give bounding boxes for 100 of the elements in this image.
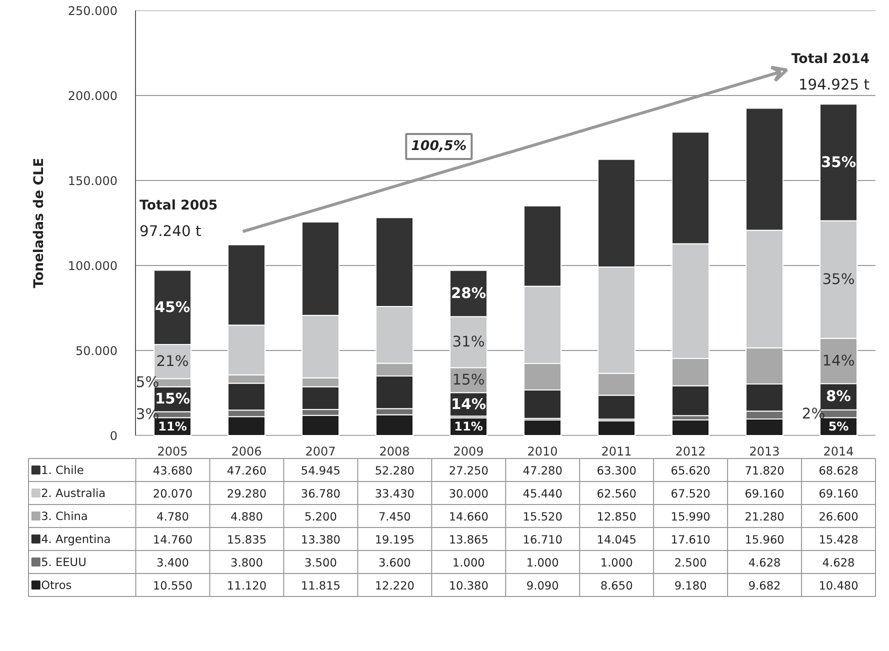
data-label: 1.000 — [600, 556, 633, 570]
data-label: 10.480 — [818, 578, 858, 592]
data-label: 3.400 — [156, 556, 189, 570]
data-label: 30.000 — [448, 486, 488, 500]
x-tick-label: 2005 — [157, 444, 188, 458]
data-label: 54.945 — [300, 464, 341, 478]
annotation: 21% — [156, 353, 189, 370]
annotation: 15% — [452, 372, 485, 389]
data-label: 4.628 — [748, 556, 781, 570]
data-label: 4.628 — [822, 556, 855, 570]
annotation: Total 2014 — [791, 52, 870, 67]
data-label: 27.250 — [448, 464, 488, 478]
legend-label: 4. Argentina — [41, 532, 111, 546]
data-label: 13.865 — [448, 532, 488, 546]
annotation: 5% — [828, 420, 849, 434]
x-tick-label: 2013 — [749, 444, 780, 458]
data-label: 11.120 — [226, 578, 267, 592]
x-tick-label: 2011 — [601, 444, 632, 458]
annotation: 28% — [450, 285, 486, 302]
data-label: 14.660 — [448, 510, 488, 524]
y-tick-label: 100.000 — [68, 259, 118, 273]
data-label: 21.280 — [744, 510, 784, 524]
data-label: 69.160 — [744, 486, 784, 500]
data-label: 15.428 — [818, 532, 858, 546]
annotation: 11% — [158, 420, 187, 434]
data-label: 10.380 — [448, 578, 488, 592]
data-label: 1.000 — [526, 556, 559, 570]
x-tick-label: 2007 — [305, 444, 336, 458]
data-label: 8.650 — [600, 578, 633, 592]
annotation: 11% — [454, 420, 483, 434]
data-label: 9.682 — [748, 578, 781, 592]
annotation: Total 2005 — [140, 198, 218, 214]
data-label: 15.960 — [744, 532, 784, 546]
annotation: 14% — [822, 352, 855, 370]
annotation: 8% — [826, 388, 852, 406]
y-tick-label: 200.000 — [68, 89, 118, 103]
data-label: 4.880 — [230, 510, 263, 524]
data-label: 11.815 — [300, 578, 341, 592]
annotation: 14% — [450, 396, 486, 413]
data-label: 14.760 — [152, 532, 193, 546]
data-label: 52.280 — [374, 464, 414, 478]
annotation: 5% — [136, 374, 160, 392]
legend-label: 3. China — [41, 509, 88, 523]
data-label: 62.560 — [596, 486, 636, 500]
data-label: 12.220 — [374, 578, 414, 592]
annotation: 35% — [820, 154, 856, 171]
x-tick-label: 2010 — [527, 444, 558, 458]
data-label: 13.380 — [300, 532, 341, 546]
data-label: 5.200 — [304, 510, 337, 524]
data-label: 16.710 — [522, 532, 562, 546]
data-label: 47.260 — [226, 464, 267, 478]
annotation: 31% — [452, 334, 485, 351]
annotation: 100,5% — [411, 139, 467, 154]
legend-label: 1. Chile — [41, 463, 84, 477]
y-tick-label: 0 — [110, 429, 118, 443]
x-tick-label: 2008 — [379, 444, 410, 458]
data-label: 3.800 — [230, 556, 263, 570]
legend-label: 5. EEUU — [41, 555, 86, 569]
data-label: 7.450 — [378, 510, 411, 524]
data-label: 26.600 — [818, 510, 858, 524]
data-label: 15.520 — [522, 510, 562, 524]
data-label: 20.070 — [152, 486, 193, 500]
data-label: 45.440 — [522, 486, 562, 500]
data-label: 33.430 — [374, 486, 414, 500]
annotation: 97.240 t — [140, 223, 202, 240]
legend-label: 2. Australia — [41, 486, 106, 500]
data-label: 15.990 — [670, 510, 710, 524]
x-tick-label: 2006 — [231, 444, 262, 458]
y-tick-label: 150.000 — [68, 174, 118, 188]
data-label: 67.520 — [670, 486, 710, 500]
data-label: 9.090 — [526, 578, 559, 592]
data-label: 69.160 — [818, 486, 858, 500]
data-label: 29.280 — [226, 486, 267, 500]
data-label: 3.600 — [378, 556, 411, 570]
data-label: 15.835 — [226, 532, 267, 546]
data-label: 63.300 — [596, 464, 636, 478]
data-label: 36.780 — [300, 486, 341, 500]
data-label: 43.680 — [152, 464, 193, 478]
data-label: 1.000 — [452, 556, 485, 570]
annotation: 3% — [136, 406, 160, 424]
annotation: 2% — [802, 405, 826, 422]
annotation: 35% — [822, 271, 855, 288]
y-axis-title: Toneladas de CLE — [32, 158, 47, 288]
annotation: 15% — [154, 390, 190, 408]
data-label: 71.820 — [744, 464, 784, 478]
data-label: 4.780 — [156, 510, 189, 524]
x-tick-label: 2009 — [453, 444, 484, 458]
data-label: 9.180 — [674, 578, 707, 592]
data-label: 14.045 — [596, 532, 636, 546]
data-label: 68.628 — [818, 464, 858, 478]
x-tick-label: 2014 — [823, 444, 854, 458]
y-tick-label: 50.000 — [76, 344, 118, 358]
data-label: 65.620 — [670, 464, 710, 478]
data-label: 19.195 — [374, 532, 414, 546]
annotation: 45% — [154, 298, 190, 316]
data-label: 10.550 — [152, 578, 193, 592]
data-label: 3.500 — [304, 556, 337, 570]
x-tick-label: 2012 — [675, 444, 706, 458]
data-label: 17.610 — [670, 532, 710, 546]
y-tick-label: 250.000 — [68, 4, 118, 18]
